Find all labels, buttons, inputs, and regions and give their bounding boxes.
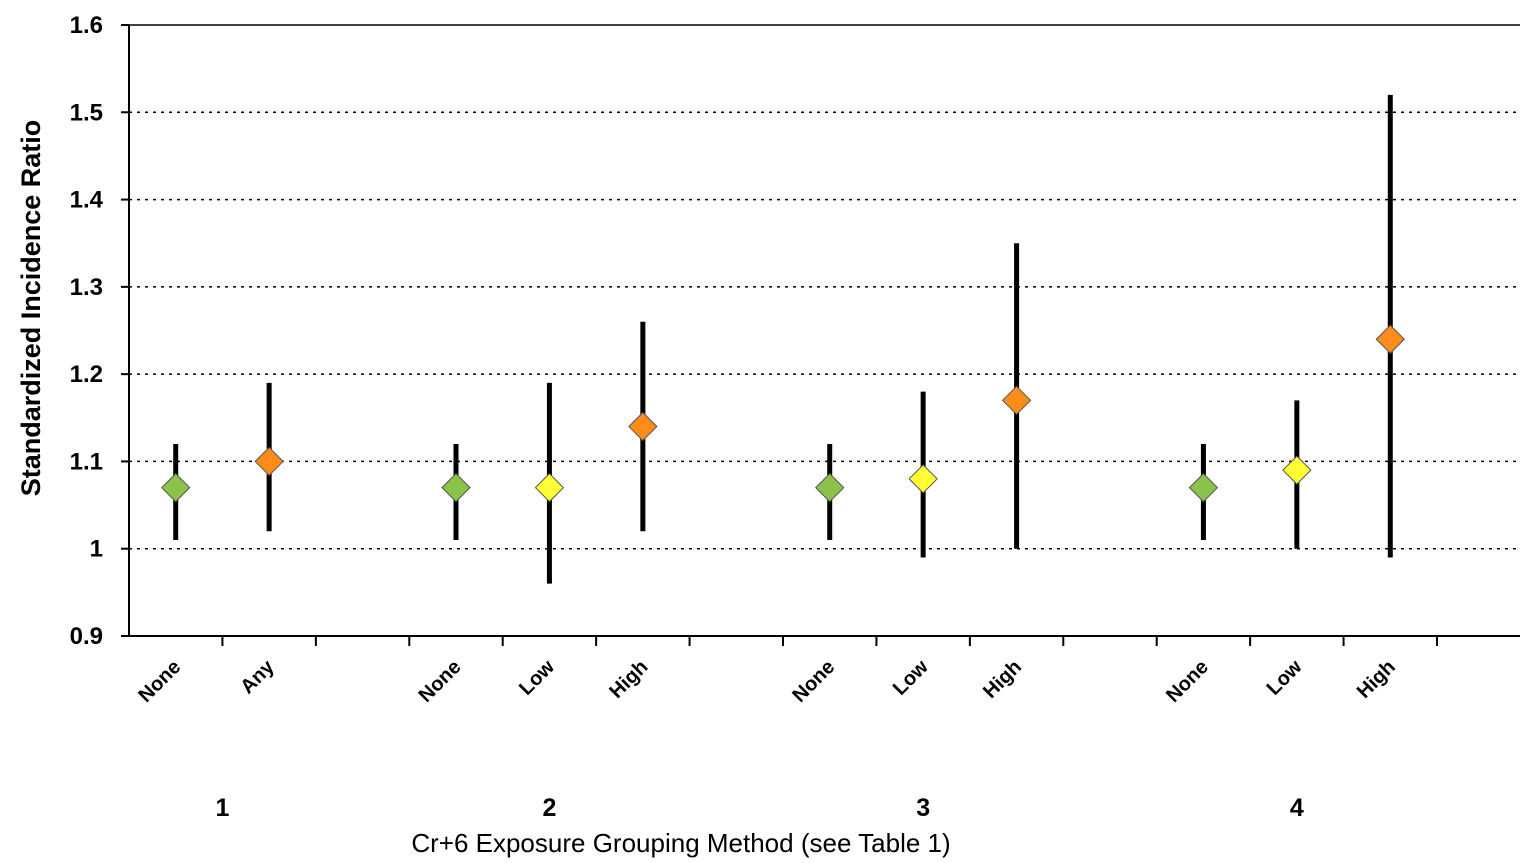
x-category-label: High — [605, 656, 652, 703]
x-category-labels: None Any None Low High None Low High None Low High — [134, 655, 1399, 707]
axes — [128, 24, 1520, 637]
data-point-marker — [815, 472, 845, 503]
x-category-label: Any — [236, 655, 279, 698]
y-tick-label: 1.5 — [70, 99, 103, 126]
data-point-marker — [1001, 385, 1032, 416]
data-point-marker — [161, 472, 191, 503]
x-axis-title: Cr+6 Exposure Grouping Method (see Table… — [411, 828, 950, 858]
y-tick-label: 0.9 — [70, 623, 103, 650]
x-ticks — [221, 636, 1438, 646]
x-category-label: High — [1353, 656, 1400, 703]
data-point-marker — [628, 411, 658, 442]
y-tick-label: 1 — [90, 536, 103, 563]
data-point-marker — [908, 464, 938, 494]
data-point-marker — [1375, 324, 1405, 354]
group-label: 1 — [215, 794, 229, 822]
y-tick-label: 1.3 — [70, 274, 103, 301]
y-ticks: 0.9 1 1.1 1.2 1.3 1.4 1.5 1.6 — [70, 12, 129, 650]
x-category-label: None — [788, 656, 839, 707]
markers — [161, 324, 1405, 503]
y-axis-title: Standardized Incidence Ratio — [16, 120, 46, 497]
x-category-label: Low — [515, 656, 559, 700]
x-category-label: None — [1162, 656, 1213, 707]
group-label: 2 — [542, 794, 556, 822]
data-point-marker — [1282, 455, 1312, 485]
x-category-label: High — [979, 656, 1026, 703]
data-point-marker — [441, 472, 471, 503]
y-tick-label: 1.4 — [70, 187, 104, 214]
group-labels: 1 2 3 4 — [215, 794, 1303, 822]
group-label: 3 — [916, 794, 930, 822]
y-tick-label: 1.2 — [70, 361, 103, 388]
y-tick-label: 1.1 — [70, 448, 103, 475]
data-point-marker — [534, 472, 565, 503]
x-category-label: Low — [889, 656, 933, 700]
x-category-label: None — [415, 656, 466, 707]
y-tick-label: 1.6 — [70, 12, 103, 39]
data-point-marker — [254, 446, 284, 477]
group-label: 4 — [1290, 794, 1304, 822]
x-category-label: Low — [1263, 656, 1307, 700]
error-bars — [173, 94, 1393, 584]
data-point-marker — [1188, 472, 1219, 503]
x-category-label: None — [134, 656, 185, 707]
